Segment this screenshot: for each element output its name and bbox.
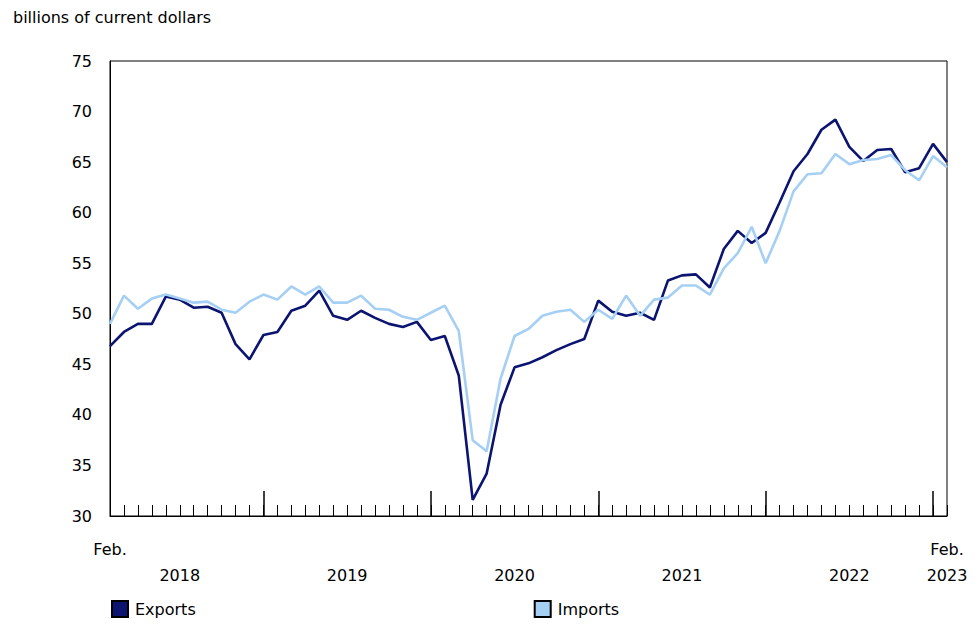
svg-text:45: 45	[72, 355, 92, 374]
svg-text:35: 35	[72, 456, 92, 475]
svg-text:2018: 2018	[159, 566, 200, 585]
svg-text:75: 75	[72, 52, 92, 71]
svg-text:Feb.: Feb.	[93, 540, 126, 559]
svg-text:55: 55	[72, 254, 92, 273]
svg-text:Feb.: Feb.	[930, 540, 963, 559]
svg-text:60: 60	[72, 203, 92, 222]
svg-text:65: 65	[72, 153, 92, 172]
svg-text:50: 50	[72, 304, 92, 323]
svg-text:2023: 2023	[927, 566, 968, 585]
svg-text:2021: 2021	[662, 566, 703, 585]
svg-text:40: 40	[72, 405, 92, 424]
svg-text:2019: 2019	[327, 566, 368, 585]
svg-text:billions of current dollars: billions of current dollars	[13, 8, 211, 27]
svg-text:2020: 2020	[494, 566, 535, 585]
svg-text:Exports: Exports	[135, 600, 196, 619]
svg-text:70: 70	[72, 102, 92, 121]
svg-text:Imports: Imports	[558, 600, 619, 619]
svg-text:2022: 2022	[829, 566, 870, 585]
svg-text:30: 30	[72, 507, 92, 526]
